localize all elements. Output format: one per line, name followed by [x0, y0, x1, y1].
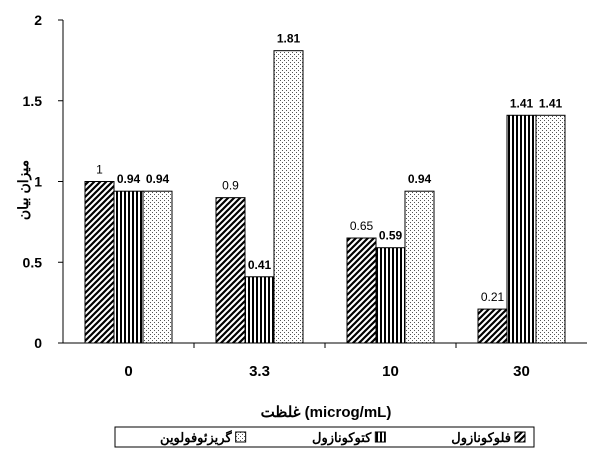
x-axis-title: غلظت (microg/mL) [261, 404, 392, 421]
y-tick-label: 2 [34, 12, 42, 28]
bar [273, 50, 304, 344]
legend-label: کتوکونازول [312, 430, 372, 446]
bar [477, 308, 508, 344]
data-label: 0.94 [117, 172, 141, 186]
bar [506, 114, 537, 344]
data-label: 0.21 [481, 290, 505, 304]
x-tick-label: 0 [124, 363, 132, 380]
legend-swatch [235, 431, 247, 443]
bar [346, 237, 377, 344]
data-label: 1 [96, 163, 103, 177]
y-tick-label: 1 [34, 174, 42, 190]
data-label: 1.41 [510, 96, 534, 110]
data-label: 0.94 [408, 172, 432, 186]
data-label: 0.94 [146, 172, 170, 186]
y-tick-label: 1.5 [23, 93, 43, 109]
y-axis-title: میزان بیان [15, 160, 32, 220]
bar [375, 247, 406, 344]
bar [404, 190, 435, 344]
data-label: 1.81 [277, 32, 301, 46]
legend-swatch [374, 431, 386, 443]
data-label: 0.59 [379, 229, 403, 243]
bar [215, 197, 246, 344]
legend-swatch [514, 431, 526, 443]
data-label: 1.41 [539, 96, 563, 110]
bar [244, 276, 275, 344]
x-tick-label: 3.3 [249, 363, 270, 380]
bar [113, 190, 144, 344]
bar [84, 181, 115, 344]
x-tick-label: 30 [513, 363, 530, 380]
bar [535, 114, 566, 344]
x-tick-label: 10 [382, 363, 399, 380]
data-label: 0.65 [350, 219, 374, 233]
data-label: 0.41 [248, 258, 272, 272]
legend-label: فلوکونازول [451, 430, 511, 446]
bar [142, 190, 173, 344]
data-label: 0.9 [222, 179, 239, 193]
y-tick-label: 0 [34, 335, 42, 351]
legend-box [114, 426, 535, 448]
y-tick-label: 0.5 [23, 254, 43, 270]
legend-label: گریزئوفولوین [160, 429, 232, 446]
